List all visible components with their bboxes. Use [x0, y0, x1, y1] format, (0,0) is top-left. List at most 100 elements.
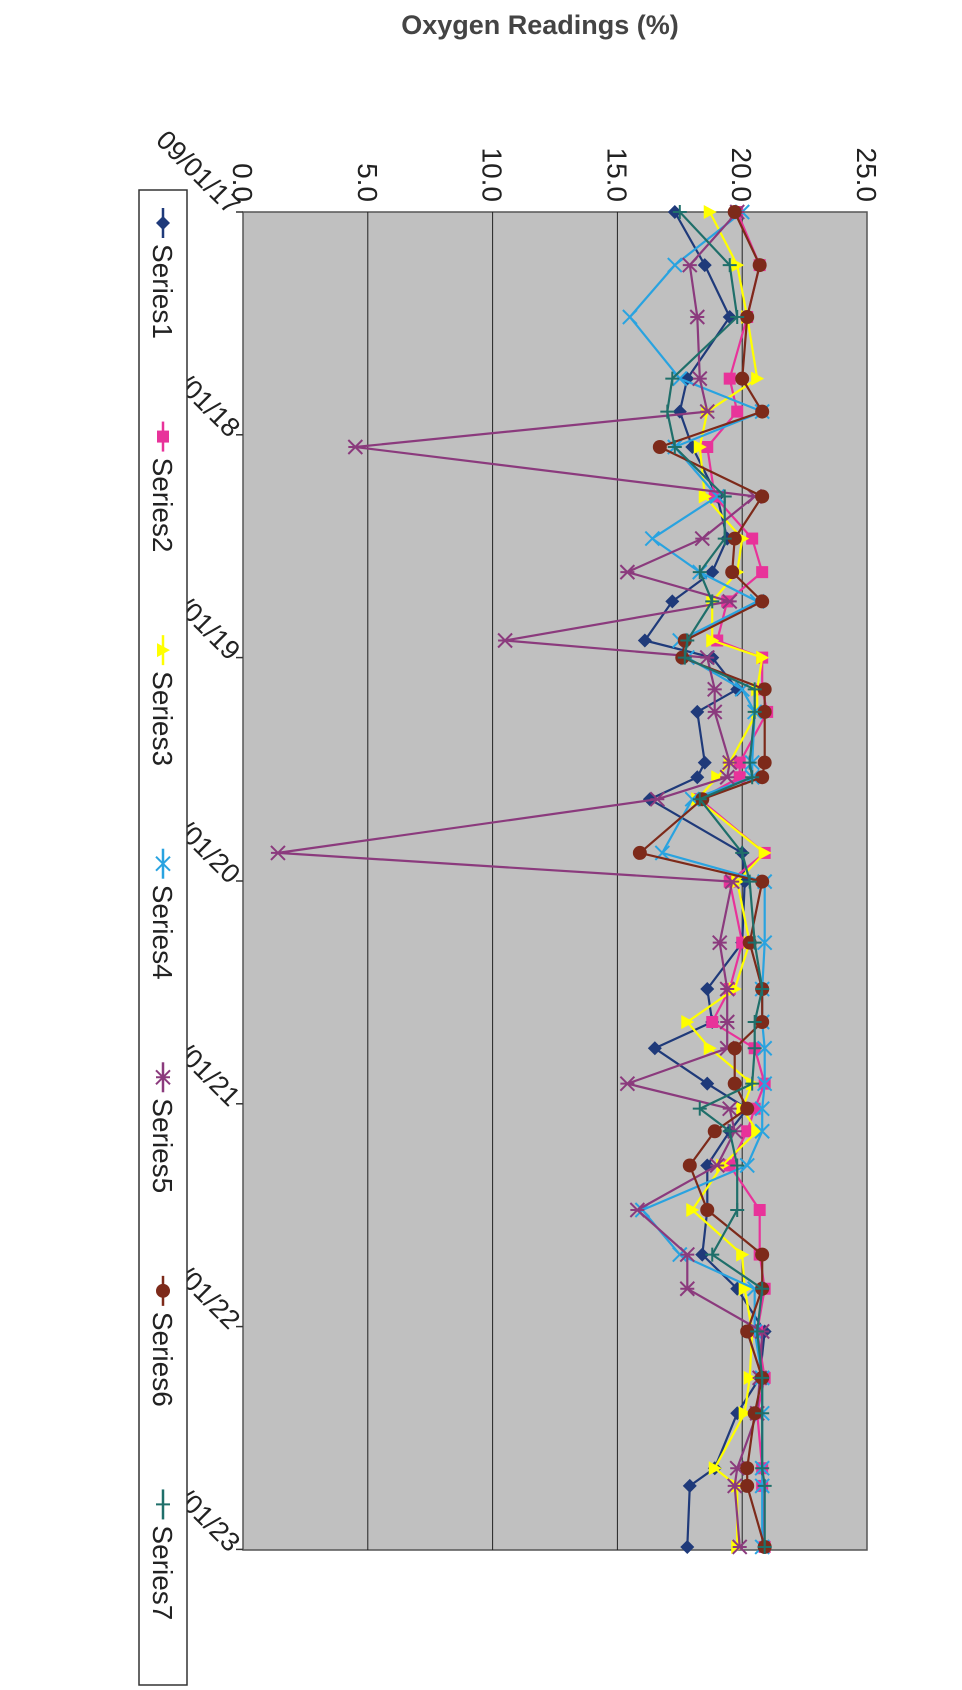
- data-point: [719, 1014, 735, 1030]
- data-point: [700, 1203, 715, 1218]
- data-point: [649, 791, 666, 807]
- data-point: [747, 1406, 762, 1421]
- legend-marker: [156, 216, 170, 230]
- y-tick-label: 10.0: [477, 148, 508, 203]
- legend-label: Series7: [147, 1525, 178, 1620]
- data-point: [672, 1246, 688, 1263]
- data-point: [738, 1281, 752, 1296]
- data-point: [622, 309, 638, 325]
- data-point: [740, 1324, 755, 1339]
- data-point: [751, 1124, 765, 1139]
- data-point: [644, 530, 661, 547]
- data-point: [735, 371, 750, 386]
- legend-item-1: Series1: [147, 208, 178, 339]
- data-point: [701, 441, 714, 454]
- series-6: [632, 205, 772, 1554]
- data-point: [682, 1158, 697, 1173]
- y-tick-label: 20.0: [726, 148, 757, 203]
- data-point: [740, 309, 755, 324]
- data-point: [703, 1041, 717, 1056]
- data-point: [652, 440, 667, 455]
- data-point: [682, 1478, 697, 1493]
- data-point: [740, 1461, 755, 1476]
- rotated-chart: 0.0 5.0 10.0 15.0 20.0 25.009/01/1709/01/1809…: [138, 125, 882, 1686]
- series-line: [628, 211, 766, 1547]
- data-point: [708, 1461, 722, 1476]
- data-point: [682, 257, 698, 273]
- legend-item-3: Series3: [147, 635, 178, 766]
- data-point: [725, 565, 740, 580]
- data-point: [692, 792, 707, 807]
- data-point: [677, 650, 692, 665]
- data-point: [717, 531, 732, 546]
- legend-item-2: Series2: [147, 421, 178, 553]
- data-point: [629, 1202, 646, 1218]
- data-point: [719, 769, 735, 785]
- data-point: [757, 1539, 772, 1554]
- legend-label: Series2: [147, 458, 178, 553]
- data-point: [347, 439, 364, 455]
- data-point: [747, 704, 762, 719]
- data-point: [699, 403, 715, 420]
- data-point: [743, 1370, 757, 1385]
- data-point: [692, 370, 708, 387]
- data-point: [672, 205, 687, 219]
- data-point: [750, 1324, 765, 1339]
- data-point: [705, 1247, 720, 1262]
- data-point: [693, 440, 707, 455]
- data-point: [707, 681, 723, 698]
- data-point: [681, 1015, 695, 1030]
- data-point: [692, 1101, 707, 1116]
- data-point: [757, 755, 772, 770]
- data-point: [497, 632, 513, 649]
- legend-marker: [156, 1497, 170, 1512]
- data-point: [731, 258, 745, 273]
- series-line: [698, 211, 769, 1547]
- data-point: [727, 205, 742, 219]
- data-point: [694, 530, 710, 547]
- data-point: [757, 704, 772, 719]
- legend-item-6: Series6: [147, 1275, 178, 1407]
- series-line: [276, 211, 764, 1547]
- legend-marker: [156, 1283, 170, 1298]
- data-point: [722, 593, 738, 610]
- data-point: [707, 1124, 722, 1139]
- data-point: [733, 756, 746, 769]
- data-point: [747, 1041, 762, 1056]
- legend-marker: [155, 856, 171, 872]
- data-point: [717, 489, 732, 504]
- legend-marker: [157, 643, 170, 658]
- series-5: [270, 204, 770, 1555]
- data-point: [740, 1101, 755, 1116]
- legend-label: Series6: [147, 1312, 178, 1407]
- data-point: [619, 564, 636, 580]
- data-point: [722, 258, 737, 273]
- legend-marker: [157, 430, 169, 443]
- data-point: [698, 489, 712, 504]
- data-point: [755, 489, 770, 504]
- data-point: [727, 1076, 742, 1091]
- data-point: [739, 1157, 755, 1174]
- data-point: [755, 874, 770, 889]
- data-point: [680, 633, 695, 648]
- legend-label: Series3: [147, 671, 178, 766]
- data-point: [699, 649, 715, 666]
- data-point: [709, 1157, 725, 1174]
- data-point: [747, 935, 762, 950]
- data-point: [755, 1370, 770, 1385]
- data-point: [756, 1075, 773, 1092]
- data-point: [742, 755, 757, 770]
- data-point: [730, 309, 745, 324]
- data-point: [665, 594, 680, 609]
- data-point: [754, 1123, 770, 1139]
- legend: Series1 Series2 Series3 Series4 Series5 Serie…: [138, 189, 188, 1686]
- data-point: [741, 1125, 754, 1138]
- legend-marker: [155, 1069, 171, 1085]
- data-point: [686, 1203, 700, 1218]
- legend-box: [138, 189, 188, 1686]
- data-point: [757, 1478, 772, 1493]
- data-point: [755, 404, 770, 419]
- legend-label: Series4: [147, 885, 178, 980]
- data-point: [632, 845, 647, 860]
- series-7: [660, 205, 772, 1554]
